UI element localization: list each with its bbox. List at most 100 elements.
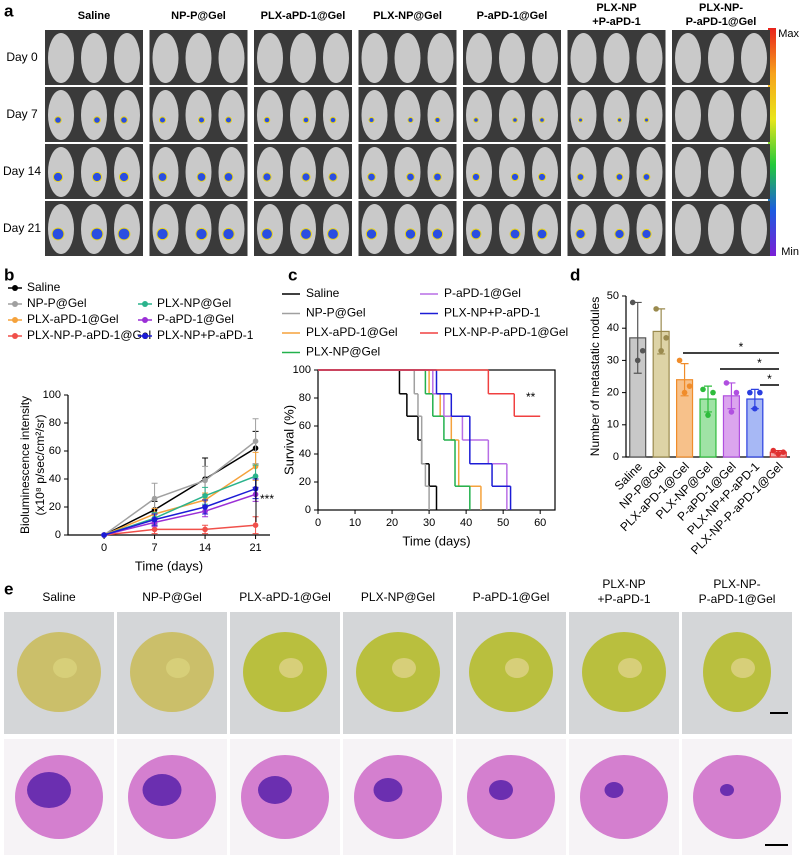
legend-label: NP-P@Gel — [27, 296, 87, 310]
data-point — [653, 306, 659, 312]
y-tick-label: 60 — [49, 445, 61, 457]
legend-label: PLX-NP+P-aPD-1 — [444, 306, 541, 320]
mouse — [114, 33, 140, 83]
nodule — [279, 658, 303, 678]
signal — [262, 172, 272, 182]
y-tick-label: 0 — [55, 529, 61, 541]
data-point — [663, 335, 669, 341]
annotation: ** — [526, 390, 536, 404]
tissue — [580, 755, 668, 839]
signal — [329, 116, 337, 124]
data-point — [151, 495, 158, 502]
group-label: P-aPD-1@Gel — [699, 592, 776, 606]
signal — [196, 172, 207, 182]
legend-label: PLX-NP-P-aPD-1@Gel — [27, 328, 151, 342]
x-tick-label: 10 — [349, 517, 361, 529]
signal — [327, 228, 339, 240]
group-label: PLX-aPD-1@Gel — [261, 10, 346, 22]
group-label: PLX-NP@Gel — [361, 590, 435, 604]
data-point — [202, 477, 208, 484]
legend-label: PLX-NP+P-aPD-1 — [157, 328, 254, 342]
tissue — [467, 755, 555, 839]
mouse — [48, 90, 74, 140]
mouse — [152, 90, 179, 140]
mouse — [603, 33, 630, 83]
panel-label: c — [288, 265, 297, 284]
series-line — [103, 440, 257, 536]
signal — [91, 171, 103, 183]
data-point — [752, 405, 758, 412]
signal — [222, 227, 235, 241]
group-label: NP-P@Gel — [171, 10, 226, 22]
data-point — [658, 347, 664, 354]
tumor — [489, 780, 513, 800]
mouse — [361, 90, 388, 140]
data-point — [101, 532, 107, 538]
nodule — [618, 658, 642, 678]
tumor — [720, 784, 734, 796]
y-tick-label: 100 — [43, 389, 61, 401]
mouse — [570, 204, 597, 254]
data-point — [151, 526, 158, 533]
mouse — [532, 147, 558, 197]
group-label: PLX-NP — [596, 2, 636, 14]
mouse — [708, 33, 734, 83]
legend-label: PLX-NP@Gel — [157, 296, 231, 310]
group-label: PLX-NP@Gel — [373, 10, 442, 22]
x-tick-label: 0 — [101, 542, 107, 554]
signal — [510, 172, 520, 182]
day-label: Day 14 — [3, 164, 41, 178]
signal — [52, 171, 64, 183]
group-label: P-aPD-1@Gel — [473, 590, 550, 604]
legend-marker — [12, 333, 18, 339]
x-tick-label: 50 — [497, 517, 509, 529]
signal — [328, 172, 338, 182]
mouse — [218, 90, 245, 140]
x-axis-label: Time (days) — [402, 533, 470, 548]
data-point — [780, 449, 787, 455]
panel-label: b — [4, 265, 14, 284]
data-point — [723, 380, 730, 386]
x-tick-label: 20 — [386, 517, 398, 529]
group-label: PLX-NP — [602, 577, 645, 591]
x-tick-label: 0 — [315, 517, 321, 529]
mouse — [48, 147, 74, 197]
legend-label: Saline — [27, 280, 61, 294]
data-point — [733, 389, 740, 396]
signal — [471, 172, 481, 182]
data-point — [705, 412, 711, 418]
y-tick-label: 80 — [299, 392, 311, 404]
signal — [120, 116, 128, 124]
signal — [539, 117, 545, 123]
mouse — [570, 33, 597, 83]
data-point — [634, 357, 641, 364]
legend-marker — [142, 333, 148, 339]
group-label: +P-aPD-1 — [592, 16, 641, 28]
series-line — [103, 488, 256, 536]
signal — [367, 172, 376, 182]
mouse — [81, 90, 107, 140]
mouse — [427, 204, 454, 254]
signal — [433, 172, 442, 182]
y-tick-label: 20 — [49, 501, 61, 513]
mouse — [603, 147, 630, 197]
tumor — [604, 782, 624, 798]
annotation: * — [767, 372, 772, 386]
mouse — [675, 33, 701, 83]
mouse — [114, 147, 140, 197]
signal — [93, 116, 101, 124]
mouse — [466, 90, 492, 140]
y-tick-label: 100 — [293, 364, 311, 376]
signal — [473, 117, 479, 123]
series-line — [103, 465, 256, 536]
signal — [577, 117, 584, 123]
y-axis-label: Survival (%) — [281, 405, 296, 475]
signal — [263, 116, 271, 124]
group-label: PLX-NP- — [699, 2, 743, 14]
data-point — [728, 409, 735, 415]
axis-line — [67, 395, 270, 536]
mouse — [81, 147, 107, 197]
y-tick-label: 60 — [299, 420, 311, 432]
signal — [302, 116, 310, 124]
